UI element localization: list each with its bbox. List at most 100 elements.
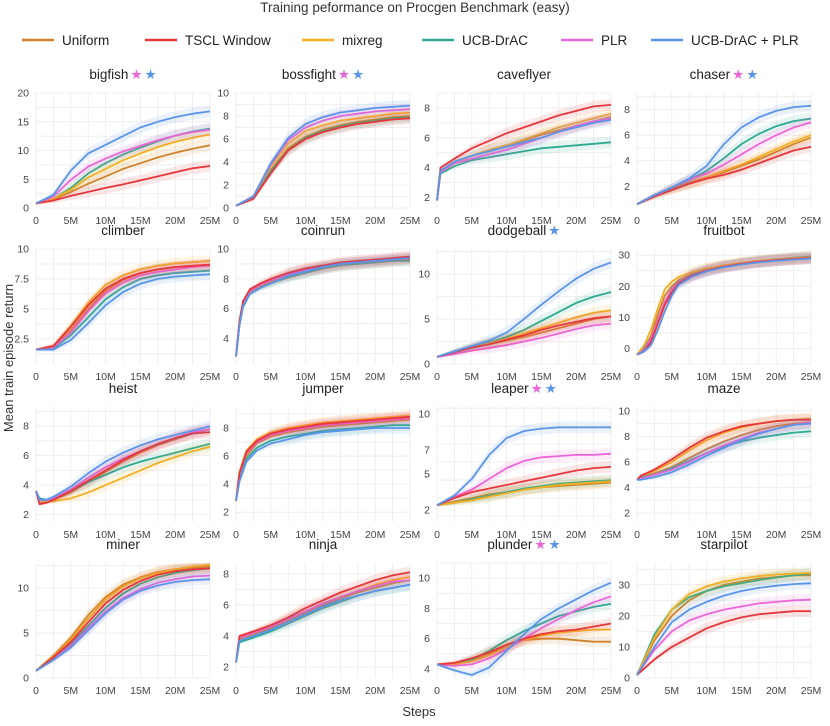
series-ucb-drac-plr xyxy=(36,268,211,353)
series-mixreg xyxy=(35,128,211,205)
panel-title: caveflyer xyxy=(497,67,552,82)
series-line xyxy=(436,117,612,201)
y-tick-label: 30 xyxy=(618,250,630,262)
x-tick-label: 20M xyxy=(566,529,586,541)
series-line xyxy=(35,578,211,672)
series-ucb-drac xyxy=(235,419,410,503)
y-tick-label: 2 xyxy=(424,192,430,204)
series-band xyxy=(637,567,811,676)
y-tick-label: 10 xyxy=(17,244,29,256)
x-tick-label: 15M xyxy=(330,215,350,227)
x-tick-label: 20M xyxy=(566,215,586,227)
panel-jumper: jumper 2 4 6 8 0 5M 10M 15M 20M 25M xyxy=(223,381,420,541)
series-band xyxy=(36,264,210,351)
series-ucb-drac-plr xyxy=(637,417,812,482)
x-tick-label: 25M xyxy=(801,529,821,541)
x-tick-label: 10M xyxy=(696,371,716,383)
y-tick-label: 10 xyxy=(217,244,229,256)
y-tick-label: 2 xyxy=(223,180,229,192)
x-tick-label: 5M xyxy=(64,685,79,697)
series-line xyxy=(437,603,612,666)
x-tick-label: 10M xyxy=(496,529,516,541)
y-tick-label: 2 xyxy=(624,508,630,520)
x-tick-label: 25M xyxy=(400,215,420,227)
grid xyxy=(436,562,612,678)
series-line xyxy=(636,598,812,676)
x-tick-label: 0 xyxy=(434,529,440,541)
series-line xyxy=(636,418,811,481)
series-ucb-drac-plr xyxy=(636,577,812,676)
y-tick-label: 30 xyxy=(618,579,630,591)
series-line xyxy=(35,263,211,351)
y-tick-label: 4 xyxy=(624,482,630,494)
y-tick-label: 10 xyxy=(217,88,229,100)
series-band xyxy=(36,128,210,205)
y-tick-label: 8 xyxy=(23,421,29,433)
x-tick-label: 5M xyxy=(64,529,79,541)
series-line xyxy=(35,144,211,205)
series-line xyxy=(235,579,411,663)
grid xyxy=(35,407,211,522)
x-tick-label: 25M xyxy=(400,685,420,697)
series-line xyxy=(436,622,612,666)
legend-item-tscl-window: TSCL Window xyxy=(145,33,271,48)
x-tick-label: 10M xyxy=(95,215,115,227)
series-line xyxy=(35,269,211,351)
y-axis-label: Mean train episode return xyxy=(1,284,16,432)
series-line xyxy=(35,574,211,672)
series-band xyxy=(437,286,611,358)
x-tick-label: 0 xyxy=(634,529,640,541)
panel-caveflyer: caveflyer 2 4 6 8 0 5M 10M 15M 20M 25M xyxy=(424,67,621,227)
series-band xyxy=(236,419,410,503)
x-tick-label: 15M xyxy=(330,685,350,697)
legend-label: Uniform xyxy=(62,33,109,48)
legend-label: UCB-DrAC + PLR xyxy=(691,33,799,48)
series-ucb-drac-plr xyxy=(436,256,612,358)
series-tscl-window xyxy=(235,250,411,358)
grid xyxy=(636,93,812,208)
x-tick-label: 15M xyxy=(330,371,350,383)
panel-title: dodgeball ★ xyxy=(488,223,561,238)
y-tick-label: 6 xyxy=(424,132,430,144)
series-line xyxy=(436,261,612,358)
series-uniform xyxy=(235,574,411,664)
series-band xyxy=(637,100,811,206)
series-band xyxy=(637,251,811,356)
y-tick-label: 4 xyxy=(424,162,430,174)
star-icon-plr: ★ xyxy=(732,67,744,82)
series-line xyxy=(36,273,211,351)
x-tick-label: 10M xyxy=(696,215,716,227)
series-band xyxy=(236,250,410,358)
series-tscl-window xyxy=(436,99,612,202)
series-mixreg xyxy=(35,441,211,504)
y-tick-label: 8 xyxy=(424,102,430,114)
x-tick-label: 10M xyxy=(295,215,315,227)
legend-item-uniform: Uniform xyxy=(22,33,109,48)
series-ucb-drac-plr xyxy=(35,573,211,672)
y-tick-label: 5 xyxy=(23,628,29,640)
series-line xyxy=(235,117,411,207)
series-tscl-window xyxy=(436,617,612,666)
panel-title: heist xyxy=(109,381,138,396)
series-ucb-drac-plr xyxy=(636,100,812,206)
figure-title: Training peformance on Procgen Benchmark… xyxy=(260,0,569,15)
series-band xyxy=(437,111,611,202)
y-tick-label: 4 xyxy=(624,155,630,167)
x-tick-label: 0 xyxy=(33,215,39,227)
x-tick-label: 25M xyxy=(601,215,621,227)
y-tick-label: 0 xyxy=(424,359,430,371)
series-band xyxy=(236,412,410,503)
panel-title: coinrun xyxy=(301,223,345,238)
series-band xyxy=(36,258,210,351)
series-band xyxy=(637,567,811,676)
y-tick-label: 4 xyxy=(23,480,29,492)
x-tick-label: 10M xyxy=(95,529,115,541)
series-tscl-window xyxy=(235,411,411,503)
x-tick-label: 5M xyxy=(264,529,279,541)
x-tick-label: 25M xyxy=(200,685,220,697)
panel-heist: heist 2 4 6 8 0 5M 10M 15M 20M 25M xyxy=(23,381,220,541)
series-band xyxy=(437,576,611,678)
y-tick-label: 4 xyxy=(223,333,229,345)
star-icon-ucb-drac-plr: ★ xyxy=(549,537,561,552)
